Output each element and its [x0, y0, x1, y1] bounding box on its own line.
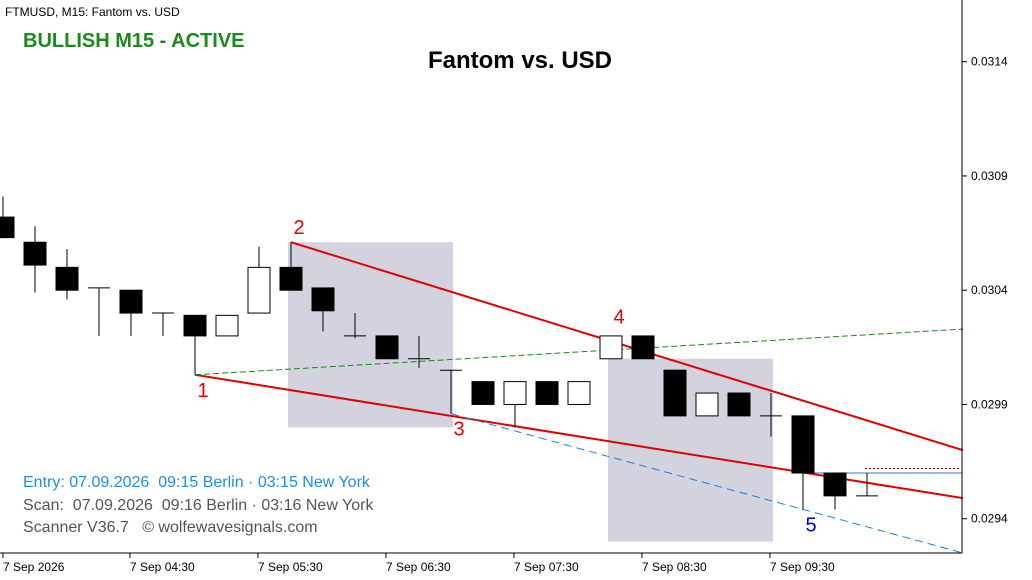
candle-body — [119, 289, 143, 314]
candle — [23, 226, 47, 293]
wave-line-4 — [450, 413, 964, 554]
x-tick-label: 7 Sep 09:30 — [770, 560, 835, 574]
candle-body — [567, 381, 591, 405]
candle — [311, 287, 335, 332]
candle — [791, 415, 815, 510]
candle — [408, 335, 430, 368]
candle-body — [791, 415, 815, 474]
y-tick-label: 0.0309 — [971, 169, 1008, 183]
candle-body — [215, 314, 239, 337]
candle-body — [247, 266, 271, 314]
candle — [279, 242, 303, 291]
candle-body — [535, 381, 559, 405]
candle — [88, 287, 110, 336]
candle — [0, 196, 15, 239]
candle — [727, 392, 751, 417]
candle-body — [55, 266, 79, 291]
candle — [55, 249, 79, 300]
candle — [663, 369, 687, 417]
wave-point-5: 5 — [805, 515, 816, 537]
wave-point-3: 3 — [453, 419, 464, 441]
candle — [152, 312, 174, 336]
candle-body — [695, 392, 719, 417]
wave-point-labels: 1 2 3 4 5 — [197, 217, 816, 536]
candle-body — [279, 266, 303, 291]
wave-point-1: 1 — [197, 380, 208, 402]
candle — [119, 289, 143, 336]
y-tick-label: 0.0294 — [971, 512, 1008, 526]
candle-body — [375, 335, 399, 360]
zone-box-2 — [608, 358, 773, 542]
candle-body — [183, 314, 207, 337]
wave-zone-boxes — [288, 242, 773, 542]
candle-body — [471, 381, 495, 405]
candle — [760, 393, 782, 437]
candle — [695, 392, 719, 417]
candle-body — [599, 335, 623, 360]
signal-status: BULLISH M15 - ACTIVE — [23, 30, 245, 52]
candle — [599, 335, 623, 360]
candle — [247, 246, 271, 314]
x-tick-label: 7 Sep 06:30 — [386, 560, 451, 574]
candle — [375, 335, 399, 360]
candle — [471, 381, 495, 405]
wave-line-2 — [290, 241, 964, 452]
candles — [0, 196, 878, 510]
candle-body — [727, 392, 751, 417]
y-tick-label: 0.0304 — [971, 283, 1008, 297]
candle — [567, 381, 591, 405]
chart-title: Fantom vs. USD — [427, 47, 613, 74]
candle — [823, 472, 847, 510]
candle-body — [311, 287, 335, 312]
candle — [344, 313, 366, 339]
x-tick-label: 7 Sep 2026 — [3, 560, 65, 574]
candle-body — [663, 369, 687, 417]
y-tick-label: 0.0314 — [971, 55, 1008, 69]
symbol-line: FTMUSD, M15: Fantom vs. USD — [5, 5, 180, 19]
candle — [535, 381, 559, 405]
x-tick-label: 7 Sep 05:30 — [258, 560, 323, 574]
entry-text: Entry: 07.09.2026 09:15 Berlin · 03:15 N… — [23, 474, 370, 491]
candle — [631, 335, 655, 360]
x-tick-label: 7 Sep 04:30 — [130, 560, 195, 574]
zone-box-1 — [288, 242, 453, 428]
x-tick-label: 7 Sep 08:30 — [642, 560, 707, 574]
wave-line-3 — [194, 328, 964, 376]
candle-body — [23, 241, 47, 266]
candle-body — [503, 381, 527, 405]
candle — [856, 473, 878, 497]
candle — [440, 369, 462, 414]
candle — [215, 314, 239, 337]
candle-body — [631, 335, 655, 360]
candle-body — [0, 216, 15, 239]
wave-point-4: 4 — [613, 306, 624, 328]
x-tick-label: 7 Sep 07:30 — [514, 560, 579, 574]
candle — [183, 314, 207, 375]
candle-body — [823, 472, 847, 497]
scan-text: Scan: 07.09.2026 09:16 Berlin · 03:16 Ne… — [23, 497, 374, 514]
y-tick-label: 0.0299 — [971, 397, 1008, 411]
wave-point-2: 2 — [293, 217, 304, 239]
scanner-text: Scanner V36.7 © wolfewavesignals.com — [23, 519, 318, 536]
axes: 0.0314 0.0309 0.0304 0.0299 0.0294 7 Sep 2026… — [0, 0, 1008, 574]
candle — [503, 381, 527, 428]
